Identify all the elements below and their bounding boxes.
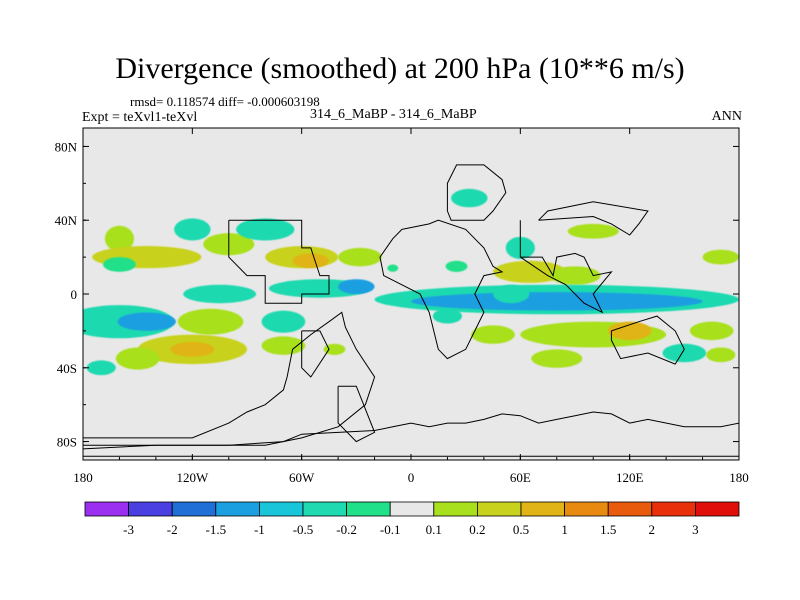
contour-region-31 — [86, 360, 116, 376]
case-label: 314_6_MaBP - 314_6_MaBP — [310, 107, 477, 122]
x-tick-label-1: 120W — [176, 470, 209, 485]
colorbar-swatch-9 — [476, 501, 522, 517]
contour-region-2 — [103, 257, 136, 272]
y-tick-label-1: 40N — [55, 213, 78, 228]
colorbar-swatch-10 — [520, 501, 565, 517]
contour-region-24 — [117, 312, 176, 331]
colorbar-swatch-14 — [695, 501, 740, 517]
coastline-5 — [446, 164, 507, 221]
colorbar-label-0: -3 — [123, 522, 134, 537]
contour-region-11 — [338, 247, 382, 267]
x-axis-ticks: 180 120W 60W 0 60E 120E 180 — [73, 128, 749, 485]
colorbar-swatch-12 — [607, 501, 653, 517]
colorbar-label-5: -0.2 — [336, 522, 357, 537]
contour-region-12 — [387, 264, 399, 272]
colorbar-swatch-3 — [215, 501, 260, 517]
contour-region-8 — [183, 284, 257, 304]
contour-region-40 — [323, 343, 346, 355]
stats-line: rmsd= 0.118574 diff= -0.000603198 — [130, 94, 320, 110]
contour-region-37 — [531, 349, 583, 368]
colorbar-label-3: -1 — [254, 522, 265, 537]
contour-region-21 — [411, 292, 703, 311]
x-tick-label-5: 120E — [616, 470, 644, 485]
contour-region-22 — [493, 284, 530, 304]
colorbar-swatch-7 — [389, 501, 435, 517]
contour-region-13 — [451, 188, 488, 208]
colorbar-label-11: 1.5 — [600, 522, 616, 537]
colorbar-swatch-13 — [651, 501, 696, 517]
diff-value: diff= -0.000603198 — [218, 94, 320, 109]
contour-region-36 — [662, 343, 707, 363]
contour-region-0 — [104, 225, 135, 252]
colorbar-label-4: -0.5 — [293, 522, 314, 537]
contour-region-38 — [706, 347, 736, 363]
contour-region-33 — [607, 321, 652, 341]
coastline-8 — [610, 315, 685, 365]
colorbar-label-1: -2 — [167, 522, 178, 537]
colorbar-label-8: 0.2 — [469, 522, 485, 537]
contour-region-35 — [471, 325, 515, 344]
contour-region-30 — [261, 336, 306, 355]
colorbar-label-13: 3 — [692, 522, 699, 537]
contour-region-25 — [177, 308, 244, 335]
colorbar-swatch-6 — [346, 501, 391, 517]
colorbar-swatch-5 — [302, 501, 347, 517]
contour-region-10 — [338, 279, 375, 294]
x-tick-label-2: 60W — [289, 470, 315, 485]
coastline-6 — [519, 220, 613, 314]
contour-region-39 — [432, 308, 463, 324]
colorbar-swatch-11 — [564, 501, 609, 517]
contour-region-14 — [567, 223, 619, 239]
coastline-7 — [538, 201, 649, 236]
season-label: ANN — [711, 109, 742, 124]
contour-regions — [83, 188, 739, 376]
colorbar-label-7: 0.1 — [426, 522, 442, 537]
x-tick-label-0: 180 — [73, 470, 93, 485]
coastline-1 — [83, 311, 376, 446]
y-axis-ticks: 80N 40N 0 40S 80S — [55, 139, 739, 450]
x-tick-label-4: 60E — [510, 470, 531, 485]
contour-region-34 — [689, 321, 734, 341]
contour-region-19 — [445, 260, 468, 272]
colorbar-label-10: 1 — [561, 522, 568, 537]
contour-region-27 — [170, 341, 215, 357]
colorbar-swatch-2 — [171, 501, 217, 517]
colorbar-swatch-0 — [84, 501, 129, 517]
contour-region-28 — [115, 347, 160, 370]
colorbar-swatch-8 — [433, 501, 478, 517]
coastline-4 — [379, 219, 504, 360]
experiment-label: Expt = teXvl1-teXvl — [82, 110, 198, 125]
contour-region-15 — [702, 249, 739, 265]
coastline-9 — [83, 411, 739, 457]
colorbar-label-9: 0.5 — [513, 522, 529, 537]
contour-region-3 — [174, 218, 211, 241]
coastline-0 — [228, 219, 330, 304]
contour-region-7 — [292, 253, 329, 269]
colorbar-label-12: 2 — [649, 522, 656, 537]
chart-title: Divergence (smoothed) at 200 hPa (10**6 … — [115, 52, 685, 85]
y-tick-label-3: 40S — [57, 361, 77, 376]
x-tick-label-6: 180 — [729, 470, 749, 485]
colorbar-label-6: -0.1 — [380, 522, 401, 537]
contour-region-29 — [261, 310, 306, 333]
y-tick-label-4: 80S — [57, 435, 77, 450]
contour-region-5 — [236, 218, 295, 241]
coastline-3 — [337, 385, 376, 443]
colorbar: -3 -2 -1.5 -1 -0.5 -0.2 -0.1 0.1 0.2 0.5 1 1.5 2 3 — [84, 501, 740, 537]
x-tick-label-3: 0 — [408, 470, 415, 485]
colorbar-swatch-4 — [258, 501, 304, 517]
rmsd-value: rmsd= 0.118574 — [130, 94, 215, 109]
coastline-outlines — [83, 164, 739, 457]
contour-region-18 — [549, 266, 601, 285]
colorbar-label-2: -1.5 — [206, 522, 227, 537]
colorbar-swatch-1 — [128, 501, 173, 517]
coastline-2 — [301, 330, 330, 378]
y-tick-label-2: 0 — [71, 287, 78, 302]
y-tick-label-0: 80N — [55, 139, 78, 154]
